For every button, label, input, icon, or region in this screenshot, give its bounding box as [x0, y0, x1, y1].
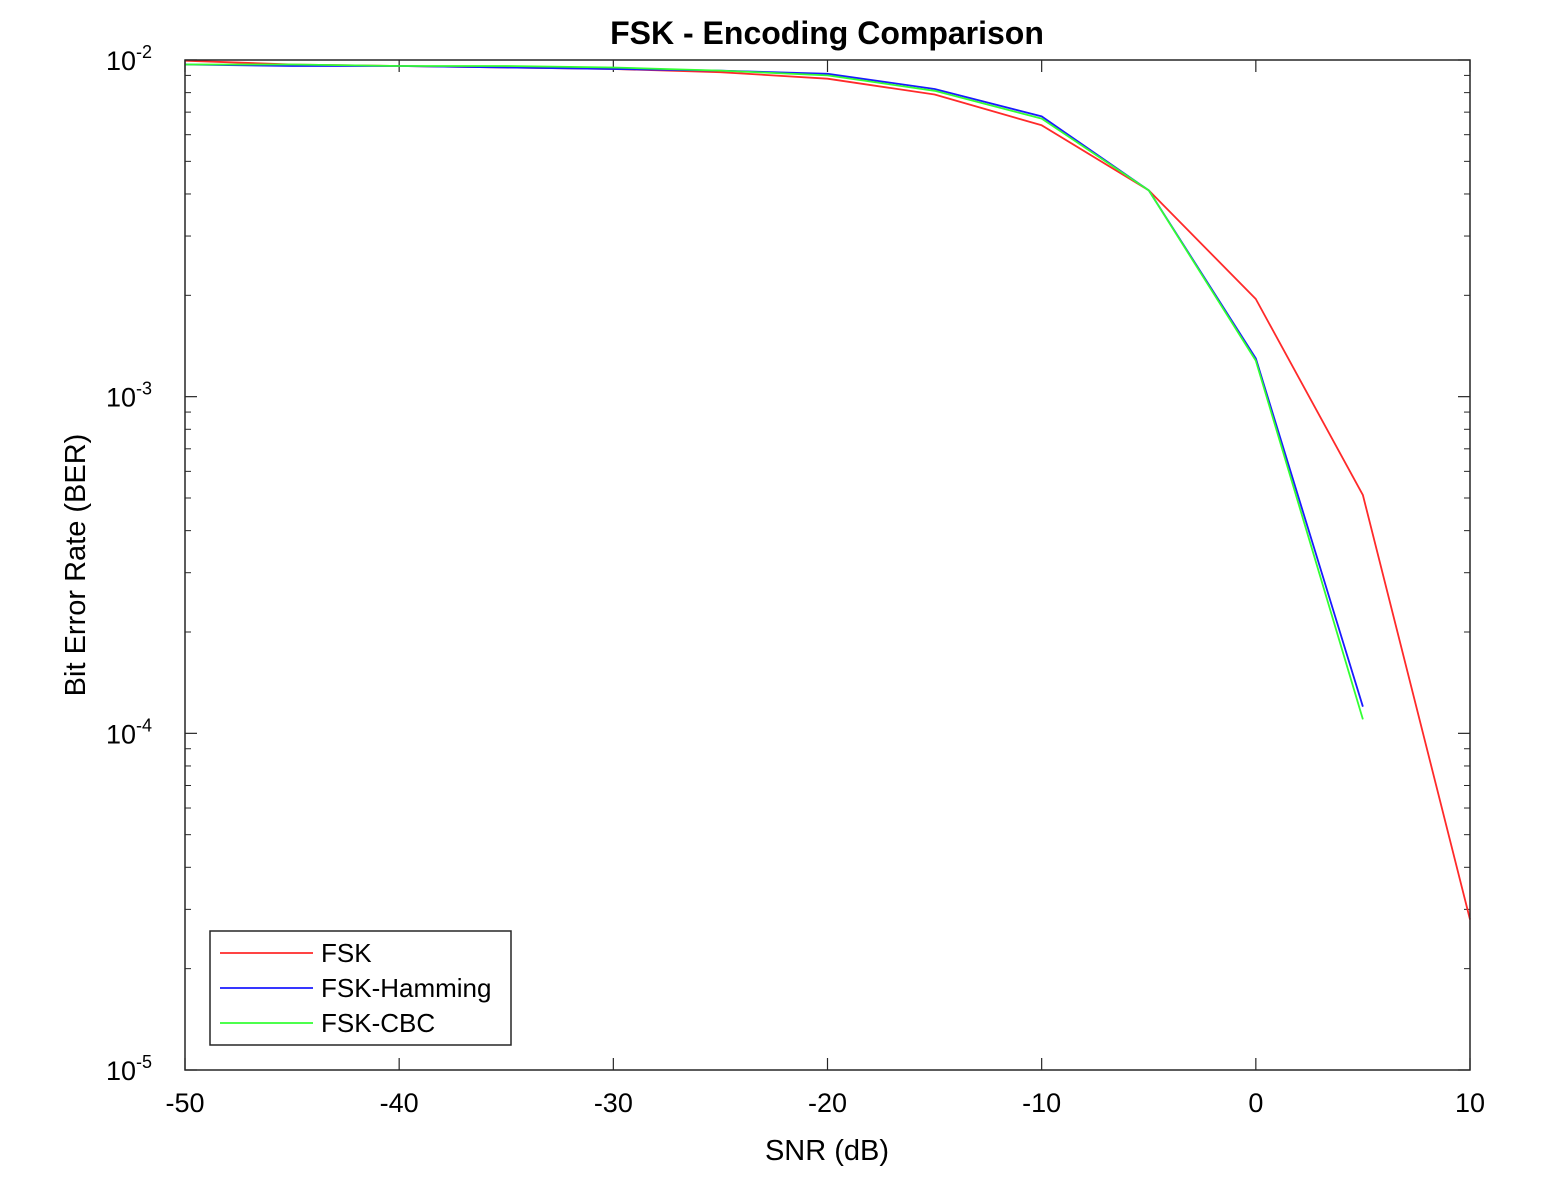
x-tick-label: -30: [594, 1088, 633, 1118]
series-line-fsk-cbc: [185, 63, 1364, 720]
x-tick-label: -10: [1022, 1088, 1061, 1118]
x-tick-label: -50: [165, 1088, 204, 1118]
series-lines: [184, 59, 1471, 920]
y-tick-label: 10-5: [106, 1052, 152, 1086]
legend-label-fsk-cbc: FSK-CBC: [321, 1008, 435, 1038]
y-tick-label: 10-2: [106, 42, 152, 76]
legend-entries: FSK FSK-Hamming FSK-CBC: [220, 938, 491, 1038]
legend-label-fsk: FSK: [321, 938, 372, 968]
y-tick-label: 10-3: [106, 379, 152, 413]
y-axis-tick-labels: 10-2 10-3 10-4 10-5: [106, 42, 152, 1086]
x-tick-label: 0: [1248, 1088, 1263, 1118]
legend-label-fsk-hamming: FSK-Hamming: [321, 973, 491, 1003]
y-tick-label: 10-4: [106, 715, 152, 749]
x-tick-label: -40: [380, 1088, 419, 1118]
plot-area: [185, 60, 1470, 1070]
x-axis-label: SNR (dB): [765, 1135, 889, 1167]
y-axis-label: Bit Error Rate (BER): [60, 434, 92, 697]
x-tick-label: -20: [808, 1088, 847, 1118]
chart-title: FSK - Encoding Comparison: [610, 15, 1044, 51]
x-axis-tick-labels: -50 -40 -30 -20 -10 0 10: [165, 1088, 1485, 1118]
legend: FSK FSK-Hamming FSK-CBC: [209, 930, 512, 1046]
x-tick-label: 10: [1455, 1088, 1485, 1118]
plot-frame: [184, 59, 1471, 1071]
